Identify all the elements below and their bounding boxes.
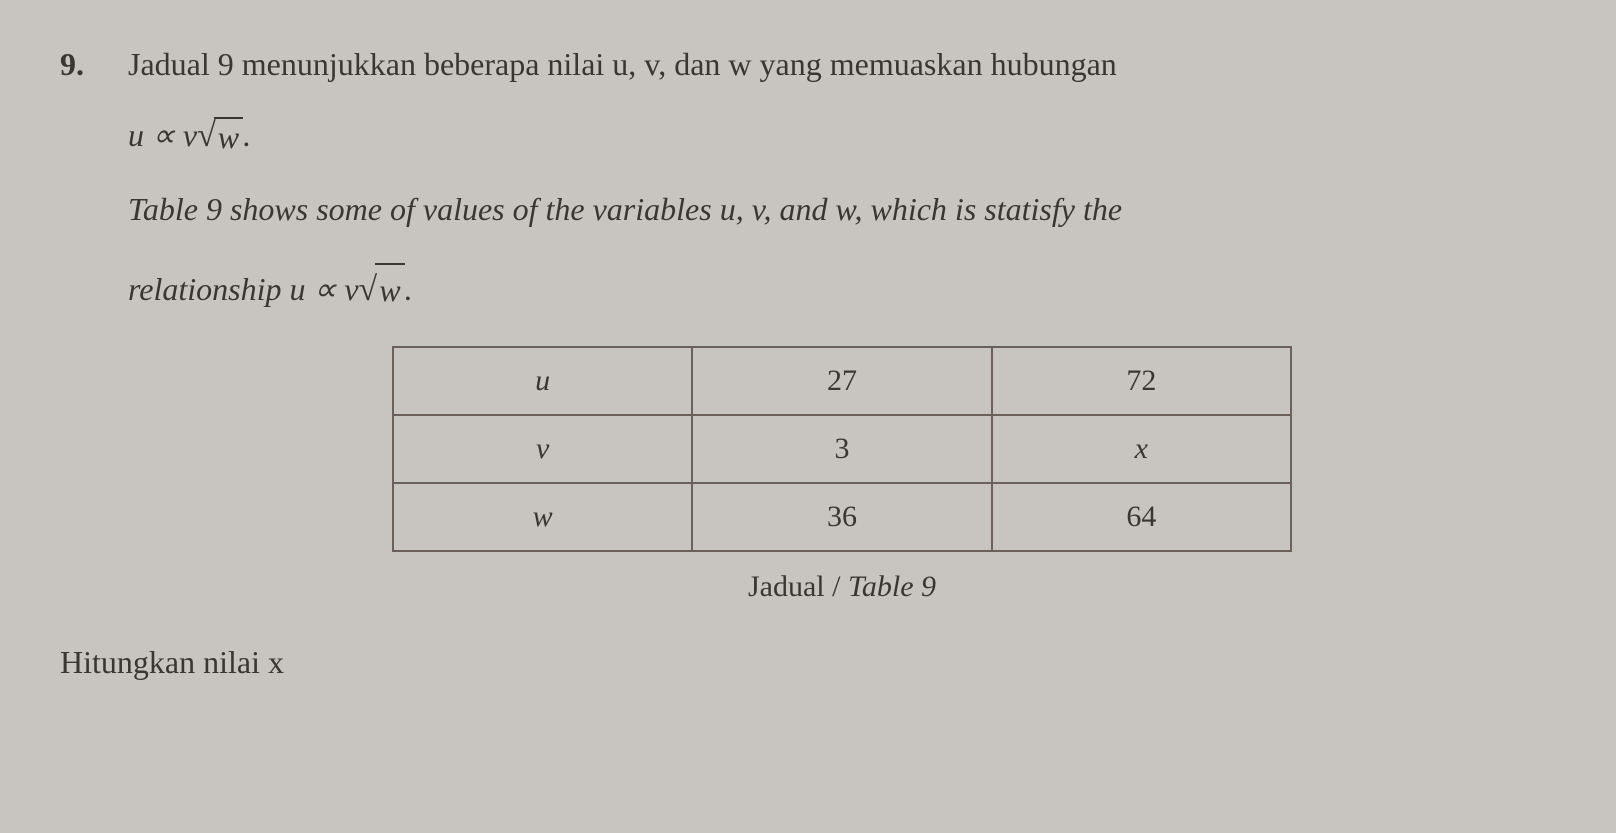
cell-u-2: 72 (992, 347, 1291, 415)
table-row: u 27 72 (393, 347, 1291, 415)
table-row: v 3 x (393, 415, 1291, 483)
question-number: 9. (60, 46, 100, 83)
sqrt-argument-2: w (375, 263, 404, 316)
question-content: u ∝ v√w. Table 9 shows some of values of… (128, 116, 1556, 604)
question-header: 9. Jadual 9 menunjukkan beberapa nilai u… (60, 40, 1556, 88)
table-row: w 36 64 (393, 483, 1291, 551)
cell-v-2: x (992, 415, 1291, 483)
cell-v-1: 3 (692, 415, 991, 483)
row-label-w: w (393, 483, 692, 551)
sqrt-expression-2: √w (359, 263, 405, 317)
formula-prefix: u ∝ v (128, 117, 197, 153)
sqrt-expression: √w (197, 117, 243, 156)
formula-suffix: . (243, 117, 251, 153)
question-line1: Jadual 9 menunjukkan beberapa nilai u, v… (128, 40, 1117, 88)
question-line2-english: Table 9 shows some of values of the vari… (128, 184, 1556, 235)
data-table: u 27 72 v 3 x w 36 64 (392, 346, 1292, 552)
cell-w-1: 36 (692, 483, 991, 551)
caption-italic: Table 9 (848, 570, 936, 603)
caption-plain: Jadual / (748, 570, 848, 603)
final-instruction: Hitungkan nilai x (60, 644, 1556, 681)
row-label-u: u (393, 347, 692, 415)
row-label-v: v (393, 415, 692, 483)
question-line3-english: relationship u ∝ v√w. (128, 263, 1556, 317)
formula-malay: u ∝ v√w. (128, 116, 1556, 156)
table-caption: Jadual / Table 9 (128, 570, 1556, 604)
cell-w-2: 64 (992, 483, 1291, 551)
cell-u-1: 27 (692, 347, 991, 415)
relationship-suffix: . (405, 271, 413, 307)
final-text: Hitungkan nilai x (60, 644, 284, 680)
sqrt-argument: w (214, 117, 243, 156)
table-container: u 27 72 v 3 x w 36 64 (128, 346, 1556, 552)
relationship-prefix: relationship u ∝ v (128, 271, 359, 307)
